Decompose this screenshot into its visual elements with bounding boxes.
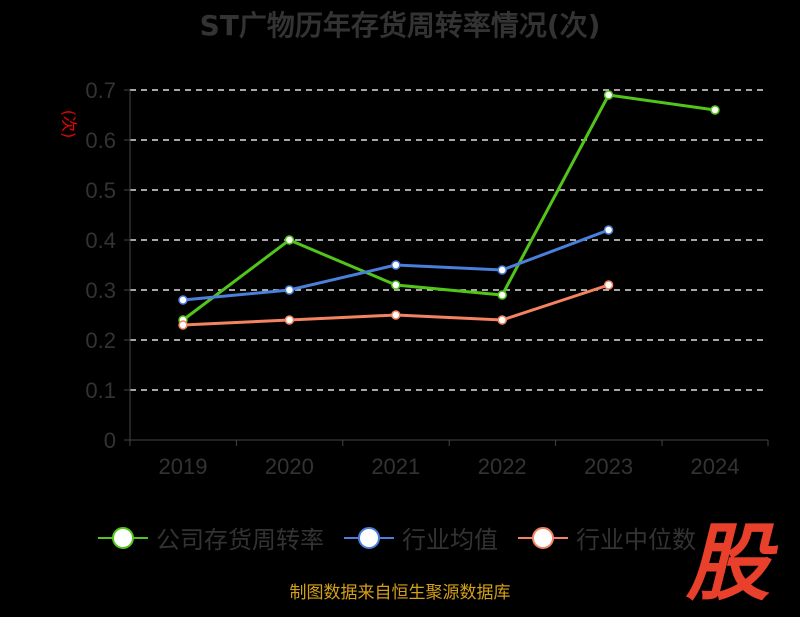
legend-item-company[interactable]: 公司存货周转率 bbox=[98, 520, 324, 555]
data-point bbox=[391, 280, 401, 290]
data-point bbox=[603, 280, 614, 290]
data-point bbox=[497, 290, 507, 300]
source-note: 制图数据来自恒生聚源数据库 bbox=[289, 583, 511, 603]
legend-label: 行业均值 bbox=[402, 526, 498, 554]
chart-title: ST广物历年存货周转率情况(次) bbox=[199, 9, 601, 42]
x-tick-label: 2021 bbox=[371, 454, 420, 479]
legend-marker-icon bbox=[98, 526, 148, 549]
data-point bbox=[391, 260, 401, 270]
x-tick-label: 2019 bbox=[159, 454, 208, 479]
data-point bbox=[603, 90, 614, 100]
y-tick-label: 0.3 bbox=[85, 278, 116, 303]
data-point bbox=[284, 315, 295, 325]
y-tick-label: 0.6 bbox=[85, 128, 116, 153]
y-tick-label: 0.4 bbox=[85, 228, 116, 253]
y-tick-label: 0.7 bbox=[85, 78, 116, 103]
data-point bbox=[710, 105, 720, 115]
data-point bbox=[284, 285, 295, 295]
data-point bbox=[603, 225, 614, 235]
series-line bbox=[182, 93, 716, 322]
data-point bbox=[178, 320, 188, 330]
legend-label: 行业中位数 bbox=[576, 526, 696, 554]
legend-item-industry-avg[interactable]: 行业均值 bbox=[344, 520, 498, 555]
legend-item-industry-median[interactable]: 行业中位数 bbox=[518, 520, 696, 555]
y-tick-label: 0.2 bbox=[85, 328, 116, 353]
y-tick-label: 0.1 bbox=[85, 378, 116, 403]
y-tick-label: 0.5 bbox=[85, 178, 116, 203]
data-point bbox=[178, 295, 188, 305]
x-tick-label: 2020 bbox=[265, 454, 314, 479]
x-tick-label: 2023 bbox=[584, 454, 633, 479]
legend-marker-icon bbox=[344, 526, 394, 549]
data-point bbox=[391, 310, 401, 320]
data-point bbox=[497, 265, 507, 275]
legend-label: 公司存货周转率 bbox=[156, 526, 324, 554]
line-chart: 0 0.1 0.2 0.3 0.4 0.5 0.6 0.7 2019 2020 2021 2022 20… bbox=[85, 78, 769, 479]
x-tick-label: 2024 bbox=[691, 454, 740, 479]
data-point bbox=[284, 235, 295, 245]
legend: 公司存货周转率 行业均值 行业中位数 bbox=[98, 520, 696, 555]
y-tick-label: 0 bbox=[104, 428, 116, 453]
legend-marker-icon bbox=[518, 526, 568, 549]
logo: 股 bbox=[686, 514, 771, 612]
data-point bbox=[497, 315, 507, 325]
x-tick-label: 2022 bbox=[478, 454, 527, 479]
